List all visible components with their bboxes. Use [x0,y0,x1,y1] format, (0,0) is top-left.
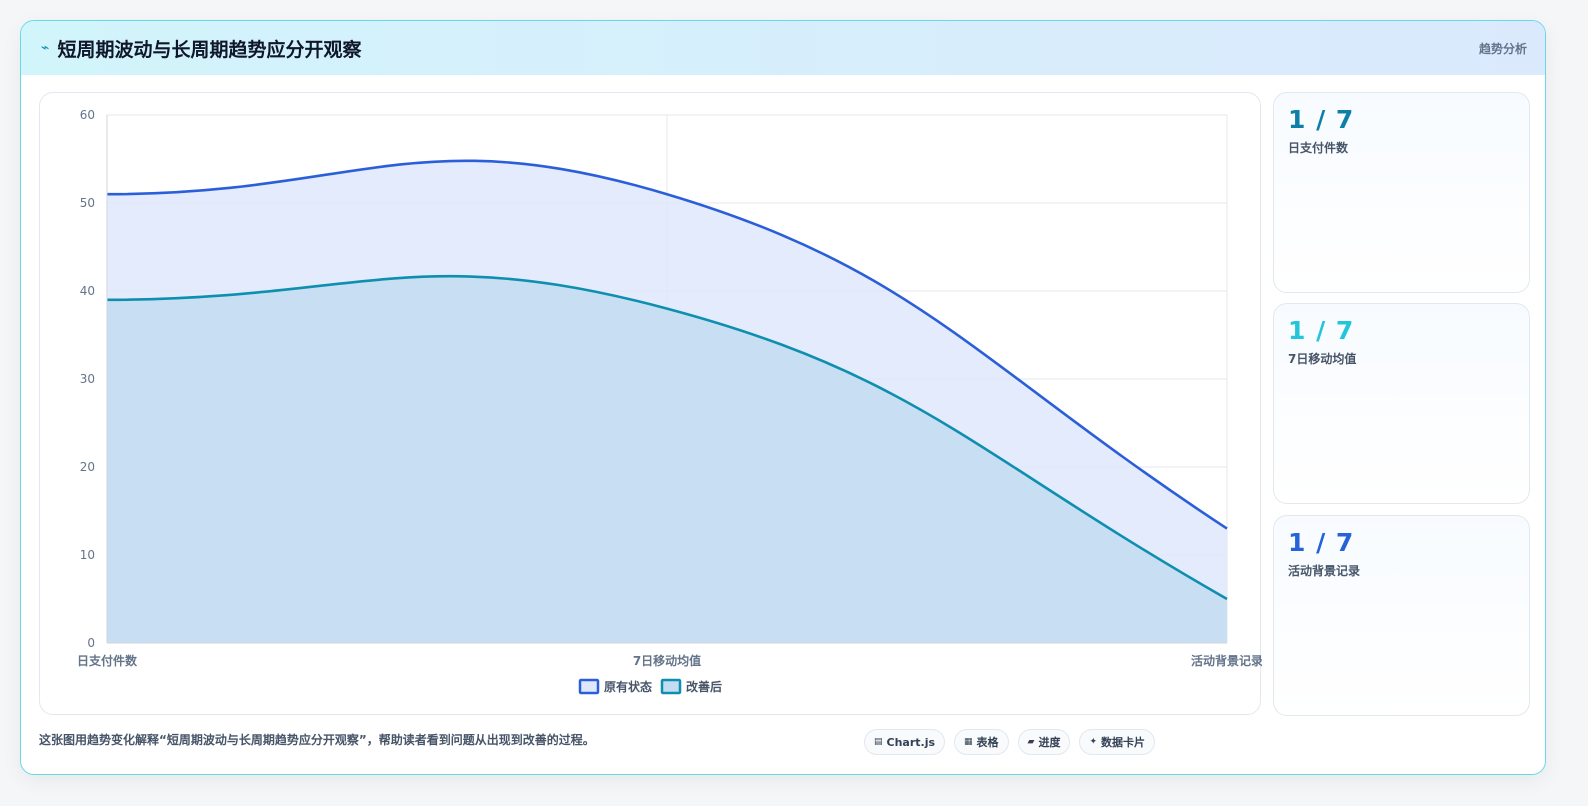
card-title: 短周期波动与长周期趋势应分开观察 [57,38,362,61]
side-card-daily: 1 / 7 日支付件数 [1273,92,1530,293]
y-tick-label: 60 [80,108,95,122]
chart-description: 这张图用趋势变化解释“短周期波动与长周期趋势应分开观察”，帮助读者看到问题从出现… [39,733,595,747]
lightning-icon: ⌁ [41,40,50,56]
chart-panel: 0 10 20 30 40 50 60 日支付件数 7日移动均值 活动背景记录原有状态 改善后 [39,92,1262,715]
side-card-value: 1 / 7 [1288,528,1355,557]
legend-label: 改善后 [686,679,722,694]
y-tick-label: 50 [80,196,95,210]
sparkle-icon: ✦ [1089,737,1098,747]
legend-label: 原有状态 [604,679,652,694]
table-icon: ▦ [964,737,973,747]
y-tick-label: 10 [80,548,95,562]
chip-progress[interactable]: ▰ 进度 [1017,729,1071,755]
progress-icon: ▰ [1027,737,1035,747]
x-tick-label: 7日移动均值 [633,653,701,668]
y-tick-label: 0 [87,636,95,650]
chart-card: ⌁ 短周期波动与长周期趋势应分开观察 趋势分析 0 10 20 30 40 50 60 日支付… [20,20,1546,775]
series-line-1 [106,274,1228,601]
side-card-value: 1 / 7 [1288,316,1355,345]
chip-label: 进度 [1038,736,1061,749]
y-tick-label: 20 [80,460,95,474]
header-tag: 趋势分析 [1478,41,1527,56]
y-tick-label: 40 [80,284,95,298]
chip-label: Chart.js [886,735,936,749]
side-card-value: 1 / 7 [1288,105,1355,134]
x-tick-label: 日支付件数 [77,653,138,668]
side-card-moving-average: 1 / 7 7日移动均值 [1273,303,1530,504]
side-card-label: 7日移动均值 [1288,352,1357,366]
chip-data-card[interactable]: ✦ 数据卡片 [1079,729,1156,755]
chip-chartjs[interactable]: ▤ Chart.js [864,729,946,755]
x-tick-label: 活动背景记录 [1191,653,1262,668]
side-card-label: 活动背景记录 [1288,564,1361,578]
side-card-label: 日支付件数 [1288,141,1349,155]
chip-table[interactable]: ▦ 表格 [954,729,1009,755]
y-tick-label: 30 [80,372,95,386]
card-header: ⌁ 短周期波动与长周期趋势应分开观察 趋势分析 [21,21,1545,75]
series-area-1 [107,276,1227,643]
side-card-activity: 1 / 7 活动背景记录 [1273,515,1530,716]
chart-icon: ▤ [874,737,883,747]
series-line-0 [106,159,1228,530]
legend-swatch [660,678,682,695]
chip-label: 数据卡片 [1101,736,1146,749]
legend-swatch [578,678,600,695]
chip-label: 表格 [976,736,999,749]
tag-chips: ▤ Chart.js ▦ 表格 ▰ 进度 ✦ 数据卡片 [864,729,1156,755]
